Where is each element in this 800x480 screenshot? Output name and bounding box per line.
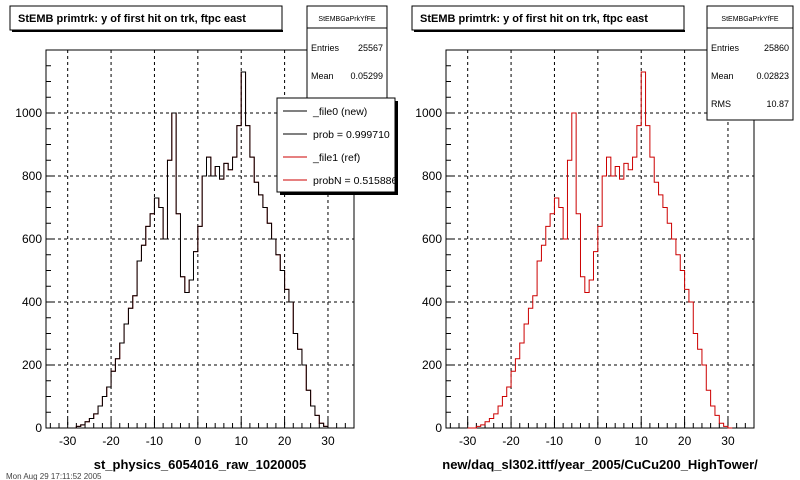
x-tick-label: -20	[102, 434, 120, 448]
x-tick-label: 10	[235, 434, 249, 448]
bottom-timestamp: Mon Aug 29 17:11:52 2005	[6, 472, 102, 480]
x-tick-label: 30	[721, 434, 735, 448]
stats-label: Entries	[311, 43, 340, 53]
title-box	[9, 5, 283, 31]
x-tick-label: 30	[321, 434, 335, 448]
stats-label: Entries	[711, 43, 740, 53]
x-tick-label: -20	[502, 434, 520, 448]
y-tick-label: 1000	[15, 106, 42, 120]
stats-label: Mean	[311, 71, 334, 81]
stats-name: StEMBGaPrkYfFE	[721, 16, 779, 23]
x-tick-label: -10	[146, 434, 164, 448]
y-tick-label: 800	[22, 169, 42, 183]
legend-box	[276, 97, 396, 193]
chart-title: StEMB primtrk: y of first hit on trk, ft…	[420, 13, 648, 25]
x-tick-label: 0	[594, 434, 601, 448]
x-tick-label: 0	[194, 434, 201, 448]
y-tick-label: 200	[22, 358, 42, 372]
y-tick-label: 0	[35, 421, 42, 435]
stats-value: 0.02823	[756, 71, 789, 81]
y-tick-label: 200	[422, 358, 442, 372]
stats-box	[306, 5, 388, 107]
y-tick-label: 1000	[415, 106, 442, 120]
histogram-panel-1: -30 -20 -10 0 10 20 30 0 200 400 600 800 1000 st_phys…	[9, 5, 398, 472]
legend: _file0 (new) prob = 0.999710 _file1 (ref) p…	[276, 97, 398, 195]
histogram-series-line	[467, 71, 733, 429]
stats-value: 10.87	[766, 99, 789, 109]
stats-value: 25567	[358, 43, 383, 53]
y-tick-label: 0	[435, 421, 442, 435]
y-tick-label: 800	[422, 169, 442, 183]
y-tick-label: 600	[422, 232, 442, 246]
x-tick-label: 10	[635, 434, 649, 448]
x-tick-label: 20	[278, 434, 292, 448]
y-tick-label: 600	[22, 232, 42, 246]
stats-label: RMS	[711, 99, 731, 109]
stats-value: 0.05299	[350, 71, 383, 81]
histogram-panel-2: -30 -20 -10 0 10 20 30 0 200 400 600 800 1000 new/daq…	[411, 5, 794, 472]
stats-label: Mean	[711, 71, 734, 81]
legend-entry: prob = 0.999710	[313, 129, 390, 141]
y-tick-label: 400	[22, 295, 42, 309]
x-tick-label: -10	[546, 434, 564, 448]
x-axis-title: new/daq_sl302.ittf/year_2005/CuCu200_Hig…	[442, 457, 758, 472]
x-tick-label: 20	[678, 434, 692, 448]
histogram-series-line	[67, 71, 333, 429]
legend-entry: _file1 (ref)	[312, 152, 360, 164]
stats-box	[706, 5, 794, 121]
stats-name: StEMBGaPrkYfFE	[318, 16, 376, 23]
x-tick-label: -30	[59, 434, 77, 448]
legend-entry: probN = 0.515886	[313, 175, 398, 187]
x-tick-label: -30	[459, 434, 477, 448]
x-axis-title: st_physics_6054016_raw_1020005	[94, 457, 307, 472]
stats-value: 25860	[764, 43, 789, 53]
legend-entry: _file0 (new)	[312, 106, 367, 118]
y-tick-label: 400	[422, 295, 442, 309]
chart-title: StEMB primtrk: y of first hit on trk, ft…	[18, 13, 246, 25]
